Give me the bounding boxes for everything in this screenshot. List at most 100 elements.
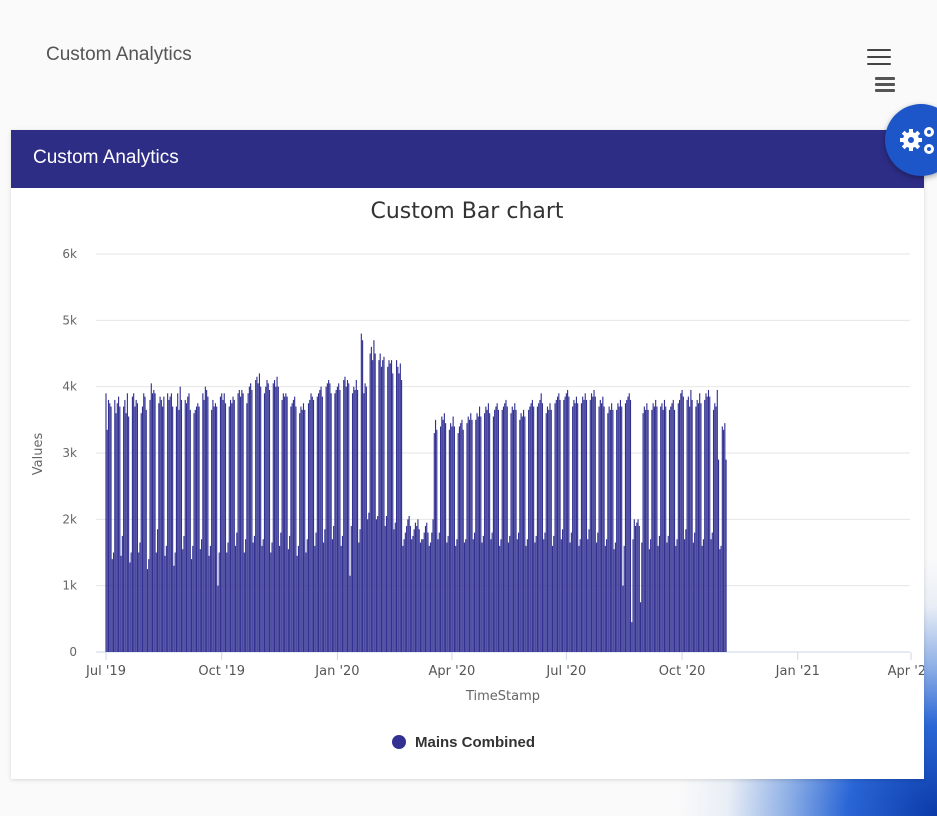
bar[interactable]: [721, 426, 723, 652]
bar[interactable]: [717, 459, 720, 652]
bar[interactable]: [636, 522, 638, 652]
bar[interactable]: [227, 542, 229, 652]
bar[interactable]: [484, 413, 486, 652]
bar[interactable]: [467, 416, 469, 652]
bar[interactable]: [553, 535, 555, 652]
bar[interactable]: [446, 542, 448, 652]
bar[interactable]: [597, 532, 599, 652]
bar[interactable]: [241, 389, 243, 652]
bar[interactable]: [554, 403, 556, 652]
bar[interactable]: [643, 406, 645, 652]
bar[interactable]: [604, 545, 606, 652]
bar[interactable]: [611, 403, 613, 652]
bar[interactable]: [174, 552, 176, 653]
bar[interactable]: [704, 399, 706, 652]
bar[interactable]: [304, 409, 306, 652]
bar[interactable]: [661, 403, 663, 652]
bar[interactable]: [451, 426, 453, 652]
bar[interactable]: [179, 386, 181, 652]
bar[interactable]: [168, 399, 170, 652]
bar[interactable]: [324, 529, 326, 652]
bar[interactable]: [311, 396, 313, 652]
bar[interactable]: [364, 383, 366, 652]
bar[interactable]: [319, 389, 321, 652]
bar[interactable]: [189, 409, 191, 652]
bar[interactable]: [544, 532, 546, 652]
bar[interactable]: [711, 532, 713, 652]
bar[interactable]: [305, 552, 307, 653]
bar[interactable]: [275, 386, 277, 652]
bar[interactable]: [128, 416, 130, 652]
bar[interactable]: [253, 535, 255, 652]
bar[interactable]: [651, 409, 653, 652]
bar[interactable]: [270, 552, 272, 653]
bar[interactable]: [291, 403, 293, 652]
bar[interactable]: [572, 406, 574, 652]
bar[interactable]: [307, 403, 310, 652]
bar[interactable]: [641, 542, 643, 652]
bar[interactable]: [687, 396, 689, 652]
bar[interactable]: [252, 542, 254, 652]
bar[interactable]: [213, 406, 215, 652]
bar[interactable]: [441, 416, 443, 652]
bar[interactable]: [190, 559, 193, 652]
bar[interactable]: [588, 529, 590, 652]
bar[interactable]: [232, 396, 234, 652]
bar[interactable]: [507, 542, 510, 652]
bar[interactable]: [673, 409, 676, 652]
bar[interactable]: [160, 399, 162, 652]
bar[interactable]: [555, 399, 557, 652]
bar[interactable]: [207, 396, 209, 652]
bar[interactable]: [598, 406, 600, 652]
bar[interactable]: [506, 406, 508, 652]
bar[interactable]: [696, 399, 698, 652]
bar[interactable]: [422, 539, 424, 652]
bar[interactable]: [126, 393, 128, 652]
bar[interactable]: [286, 396, 288, 652]
bar[interactable]: [139, 542, 141, 652]
bar[interactable]: [558, 393, 560, 652]
bar[interactable]: [504, 403, 506, 652]
bar[interactable]: [460, 423, 462, 652]
bar[interactable]: [320, 386, 322, 652]
bar[interactable]: [242, 393, 244, 652]
bar[interactable]: [326, 383, 328, 652]
bar[interactable]: [471, 419, 473, 652]
bar[interactable]: [545, 413, 547, 652]
bar[interactable]: [540, 393, 542, 652]
bar[interactable]: [656, 406, 658, 652]
bar[interactable]: [485, 406, 487, 652]
bar[interactable]: [351, 393, 354, 652]
bar[interactable]: [709, 396, 711, 652]
legend-item[interactable]: Mains Combined: [392, 732, 535, 752]
bar[interactable]: [285, 393, 287, 652]
bar[interactable]: [477, 416, 479, 652]
bar[interactable]: [229, 399, 232, 652]
bar[interactable]: [556, 396, 559, 652]
bar[interactable]: [204, 386, 206, 652]
bar[interactable]: [212, 399, 214, 652]
bar[interactable]: [312, 399, 315, 652]
bar[interactable]: [684, 539, 686, 652]
bar[interactable]: [140, 413, 142, 652]
bar[interactable]: [144, 396, 146, 652]
bar[interactable]: [475, 419, 477, 652]
bar[interactable]: [455, 545, 457, 652]
bar[interactable]: [107, 399, 110, 652]
bar[interactable]: [294, 396, 296, 652]
bar[interactable]: [585, 399, 588, 652]
bar[interactable]: [226, 552, 228, 653]
bar[interactable]: [110, 406, 112, 652]
bar[interactable]: [409, 525, 411, 652]
bar[interactable]: [277, 386, 279, 652]
bar[interactable]: [720, 545, 722, 652]
bar[interactable]: [169, 396, 171, 652]
bar[interactable]: [712, 409, 715, 652]
bar[interactable]: [601, 403, 603, 652]
bar[interactable]: [700, 403, 702, 652]
bar[interactable]: [594, 396, 596, 652]
bar[interactable]: [279, 545, 281, 652]
bar[interactable]: [640, 602, 642, 652]
bar[interactable]: [543, 539, 545, 652]
bar[interactable]: [490, 539, 492, 652]
